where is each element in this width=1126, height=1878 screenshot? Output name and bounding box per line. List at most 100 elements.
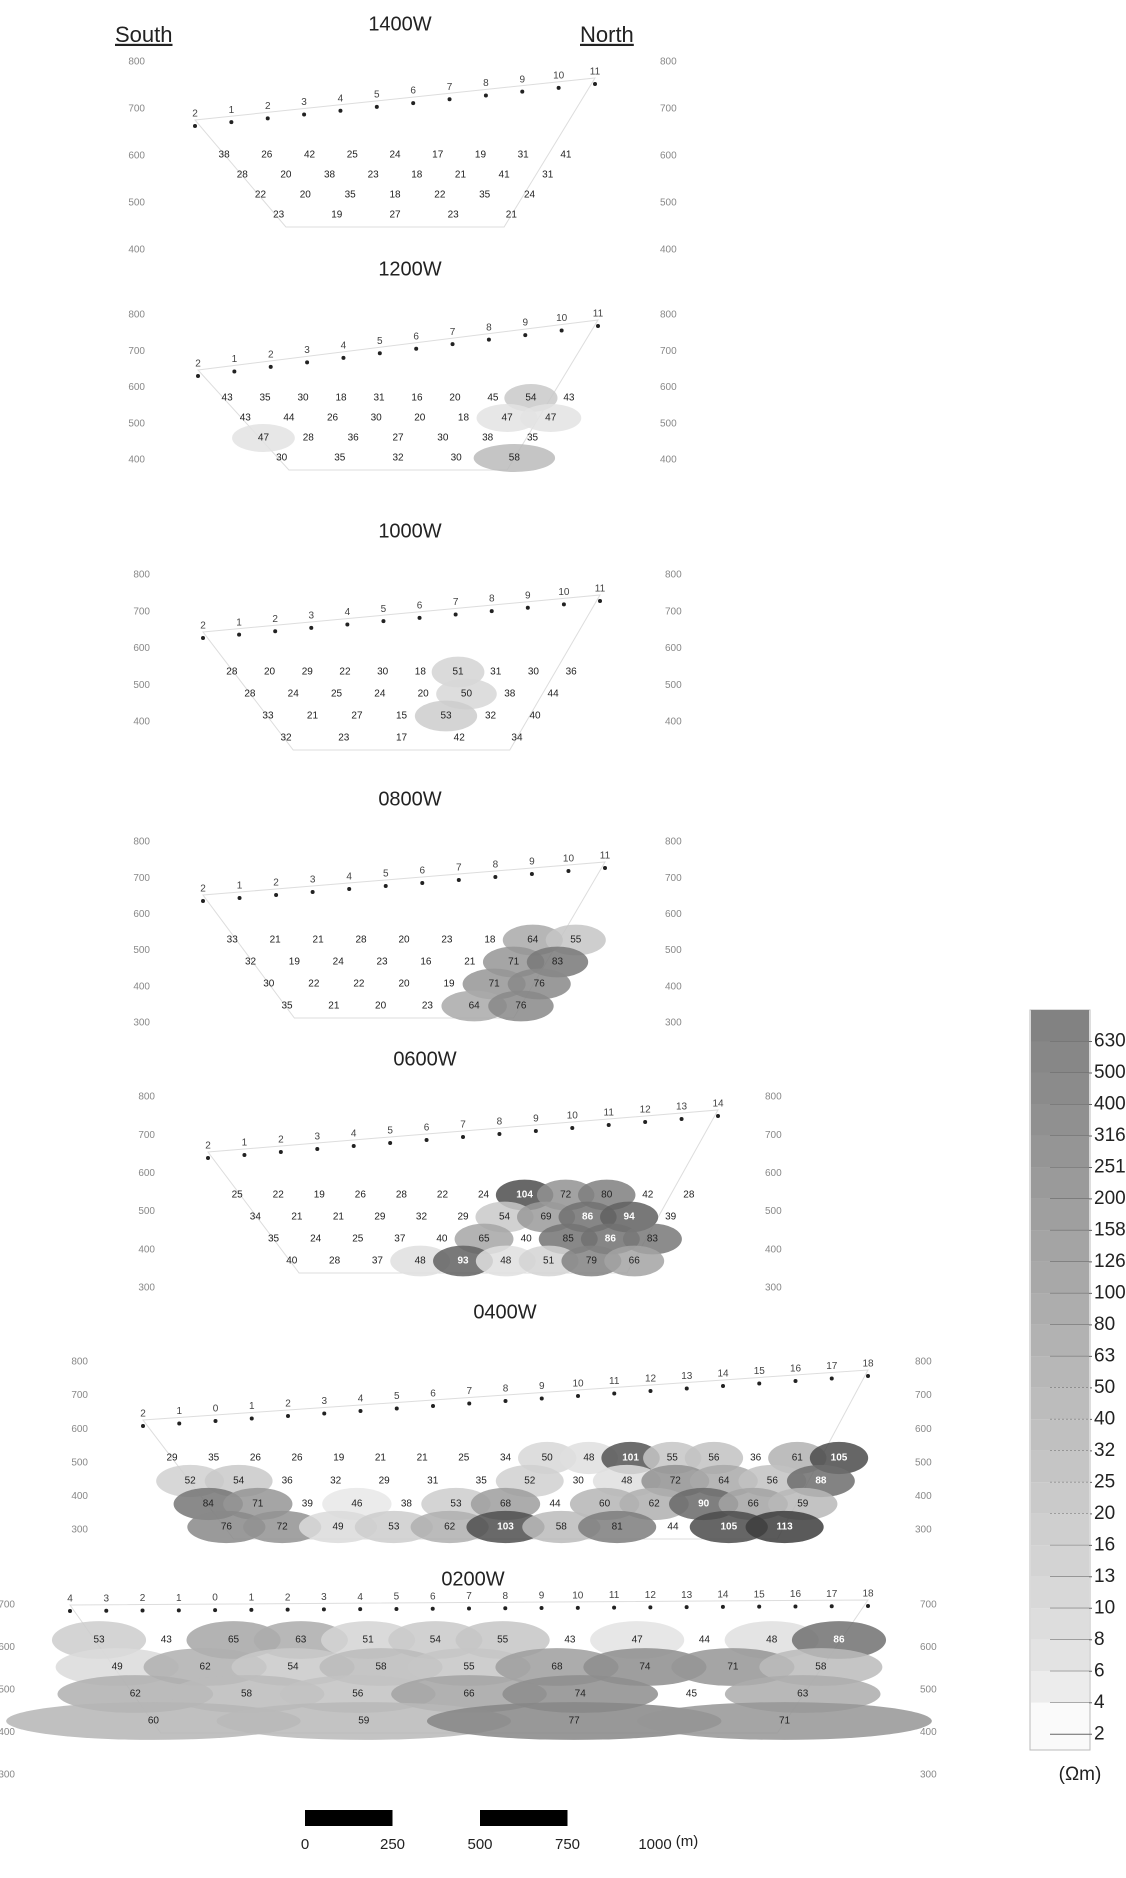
resistivity-value: 35 [527, 433, 539, 444]
electrode-label: 3 [304, 345, 310, 356]
electrode-label: 6 [413, 331, 419, 342]
elevation-label: 400 [71, 1491, 88, 1502]
resistivity-value: 41 [560, 150, 572, 161]
electrode [140, 1608, 145, 1613]
electrode-label: 4 [346, 872, 352, 883]
legend-label: 63 [1094, 1345, 1115, 1366]
resistivity-value: 19 [314, 1190, 326, 1201]
electrode-label: 0 [213, 1404, 219, 1415]
elevation-label: 500 [665, 680, 682, 691]
resistivity-value: 31 [427, 1476, 439, 1487]
section-title: 1400W [368, 13, 431, 35]
resistivity-value: 24 [389, 150, 401, 161]
elevation-label: 600 [660, 151, 677, 162]
legend-label: 32 [1094, 1440, 1115, 1461]
elevation-label: 600 [665, 909, 682, 920]
elevation-label: 500 [665, 945, 682, 956]
resistivity-value: 35 [479, 190, 491, 201]
electrode [285, 1607, 290, 1612]
electrode-label: 8 [483, 78, 489, 89]
resistivity-value: 48 [583, 1453, 595, 1464]
electrode-label: 2 [195, 359, 201, 370]
resistivity-value: 23 [422, 1001, 434, 1012]
resistivity-value: 29 [374, 1212, 386, 1223]
resistivity-value: 79 [586, 1256, 598, 1267]
resistivity-value: 21 [328, 1001, 340, 1012]
electrode [648, 1389, 653, 1393]
resistivity-value: 20 [280, 170, 292, 181]
legend-band [1031, 1450, 1089, 1483]
resistivity-value: 61 [792, 1453, 804, 1464]
electrode [176, 1608, 181, 1613]
electrode [539, 1606, 544, 1611]
resistivity-value: 58 [509, 453, 521, 464]
electrode [598, 599, 602, 603]
resistivity-value: 28 [237, 170, 249, 181]
elevation-label: 400 [133, 717, 150, 728]
electrode-label: 6 [424, 1123, 430, 1134]
resistivity-value: 43 [222, 393, 234, 404]
resistivity-value: 59 [358, 1716, 370, 1727]
legend-band [1031, 1576, 1089, 1609]
electrode [575, 1605, 580, 1610]
electrode [232, 369, 237, 374]
resistivity-value: 53 [93, 1635, 105, 1646]
electrode-label: 4 [357, 1592, 363, 1603]
electrode-label: 15 [754, 1589, 766, 1600]
resistivity-value: 25 [232, 1190, 244, 1201]
electrode-label: 11 [600, 851, 611, 862]
resistivity-value: 19 [444, 979, 456, 990]
elevation-label: 400 [0, 1727, 15, 1738]
resistivity-value: 72 [560, 1190, 572, 1201]
elevation-label: 600 [133, 643, 150, 654]
section-title: 0400W [473, 1301, 536, 1323]
resistivity-value: 22 [273, 1190, 285, 1201]
resistivity-shade [488, 990, 554, 1022]
electrode [757, 1381, 762, 1386]
resistivity-value: 26 [327, 413, 339, 424]
elevation-label: 600 [915, 1424, 932, 1435]
resistivity-value: 90 [698, 1499, 710, 1510]
electrode-label: 11 [590, 67, 601, 78]
electrode-label: 1 [232, 354, 238, 365]
resistivity-value: 21 [307, 711, 319, 722]
electrode-label: 1 [249, 1593, 255, 1604]
electrode-label: 9 [519, 74, 525, 85]
resistivity-value: 43 [161, 1635, 173, 1646]
resistivity-value: 40 [521, 1234, 533, 1245]
resistivity-value: 21 [313, 935, 325, 946]
electrode [388, 1141, 393, 1145]
elevation-label: 600 [765, 1168, 782, 1179]
resistivity-value: 29 [457, 1212, 469, 1223]
legend-label: 16 [1094, 1534, 1115, 1555]
resistivity-value: 66 [463, 1689, 475, 1700]
resistivity-value: 24 [524, 190, 536, 201]
electrode-label: 8 [497, 1117, 503, 1128]
resistivity-shade [441, 990, 507, 1022]
electrode-label: 3 [321, 1592, 327, 1603]
electrode-label: 1 [236, 617, 242, 628]
resistivity-value: 32 [485, 711, 497, 722]
resistivity-value: 20 [398, 979, 410, 990]
electrode-label: 4 [67, 1594, 73, 1605]
resistivity-value: 51 [363, 1635, 375, 1646]
resistivity-value: 35 [334, 453, 346, 464]
resistivity-value: 22 [339, 667, 351, 678]
electrode [193, 124, 197, 128]
resistivity-value: 38 [401, 1499, 413, 1510]
resistivity-shade [466, 1510, 545, 1544]
resistivity-value: 48 [621, 1476, 633, 1487]
electrode-label: 7 [456, 863, 462, 874]
electrode-label: 5 [394, 1391, 400, 1402]
resistivity-value: 53 [450, 1499, 462, 1510]
resistivity-value: 76 [534, 979, 546, 990]
electrode-label: 7 [466, 1591, 472, 1602]
electrode-label: 1 [176, 1406, 182, 1417]
elevation-label: 700 [0, 1600, 15, 1611]
electrode [242, 1153, 247, 1157]
electrode-label: 3 [301, 97, 307, 108]
resistivity-value: 25 [352, 1234, 364, 1245]
resistivity-value: 35 [345, 190, 357, 201]
resistivity-value: 66 [629, 1256, 641, 1267]
